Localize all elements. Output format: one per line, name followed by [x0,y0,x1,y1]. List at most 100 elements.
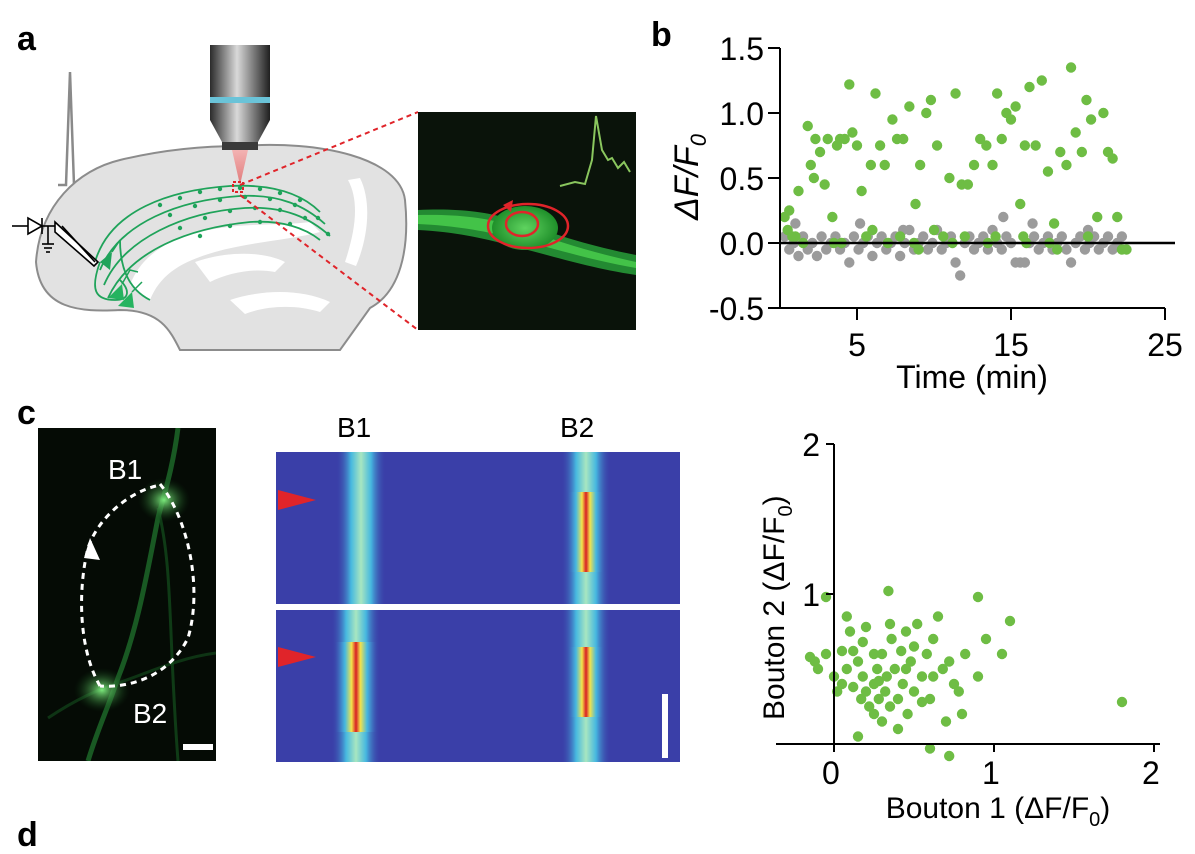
b-x-label: Time (min) [896,359,1048,395]
patch-electrode [12,216,100,268]
b-point-green-20 [865,159,877,171]
b-point-gray-25 [894,250,906,262]
b-point-green-62 [1092,211,1103,223]
b-point-green-25 [887,114,898,125]
c-point-64 [1116,696,1128,708]
b-ytick-label-4: -0.5 [709,291,764,327]
c-point-48 [960,648,971,660]
c-xtick-label-2: 2 [1142,755,1160,791]
c-point-65 [972,671,984,682]
stimulus-arrow-top [278,490,316,510]
c-point-62 [892,723,904,735]
image-label-b2: B2 [133,698,168,729]
b-point-green-69 [790,231,801,242]
b-point-gray-75 [790,218,801,229]
b-point-green-33 [931,140,943,151]
c-point-31 [900,626,912,637]
c-point-11 [852,656,864,667]
b-point-gray-8 [816,231,827,242]
c-x-label: Bouton 1 (ΔF/F0) [886,792,1111,831]
b-point-green-61 [1085,114,1097,125]
c-point-52 [1004,615,1016,627]
c-point-19 [873,693,884,705]
b-point-green-27 [898,133,909,145]
b-point-green-58 [1070,127,1081,138]
b-point-green-38 [962,179,974,190]
c-point-20 [876,648,888,660]
b-point-gray-52 [1019,257,1031,268]
b-point-green-83 [1018,231,1029,242]
c-point-45 [948,678,960,690]
c-point-28 [892,693,904,705]
c-point-18 [872,663,883,675]
b-point-gray-64 [1075,231,1086,242]
b-point-gray-54 [1028,231,1040,242]
b-point-green-81 [1121,244,1132,255]
b-point-green-21 [870,88,881,99]
b-point-green-28 [904,101,915,112]
c-point-24 [883,585,894,597]
b-point-green-44 [996,133,1007,145]
b-point-green-73 [894,231,906,242]
b-point-gray-77 [1027,218,1038,229]
b-point-green-48 [1015,198,1026,210]
panel-a-schematic [12,45,636,351]
b-point-gray-62 [1065,257,1077,268]
b-point-green-80 [1082,231,1094,242]
b-point-green-63 [1098,107,1109,119]
b-ytick-label-3: 0.0 [720,226,764,262]
c-point-53 [852,731,864,742]
b-point-gray-61 [1061,244,1072,255]
panel-b-letter: b [651,16,672,54]
c-point-32 [902,708,913,720]
neuron-1 [100,252,112,270]
c-point-58 [884,618,896,630]
b-ytick-label-2: 0.5 [720,161,764,197]
kymo-label-b1: B1 [337,412,372,443]
b-point-green-22 [874,140,886,151]
b-point-green-47 [1010,101,1021,112]
b-point-green-53 [1042,166,1054,177]
image-label-b1: B1 [108,454,143,485]
b-point-green-65 [1107,153,1118,164]
c-point-27 [889,663,900,675]
c-point-3 [820,648,832,660]
b-point-green-36 [950,88,961,99]
b-point-green-9 [819,179,830,190]
c-point-22 [880,686,891,697]
c-point-17 [868,708,880,720]
b-point-green-19 [861,231,872,242]
c-point-49 [972,591,984,603]
kymograph-top [276,452,680,604]
c-x-label-close: ) [1100,792,1110,825]
b-point-gray-38 [954,270,966,281]
panel-c-letter: c [17,394,36,432]
c-point-15 [864,701,875,712]
c-point-7 [836,678,848,690]
b-point-green-59 [1076,146,1088,158]
c-x-label-main: Bouton 1 (ΔF/F [886,792,1089,825]
b-xtick-label-0: 5 [848,327,866,363]
c-y-label-close: ) [758,495,791,505]
bouton-zoom-image [418,112,636,330]
b-point-green-11 [827,211,838,223]
b-point-green-6 [805,159,816,171]
b-point-green-39 [968,159,980,171]
c-point-67 [873,675,884,687]
b-point-gray-70 [1102,231,1114,242]
c-point-10 [848,645,859,657]
c-xtick-label-0: 0 [822,755,840,791]
b-point-gray-3 [793,250,804,262]
b-point-green-60 [1081,94,1092,106]
b-xtick-label-1: 15 [993,327,1029,363]
c-point-33 [905,656,916,667]
b-y-label-main: ΔF/F [668,144,706,221]
c-point-38 [921,648,932,660]
b-point-green-41 [981,140,992,151]
scale-bar [662,694,668,758]
panel-d-letter: d [17,816,38,854]
c-point-4 [812,663,824,675]
b-point-green-34 [938,231,949,242]
b-point-gray-47 [996,244,1007,255]
c-x-label-sub: 0 [1089,809,1100,831]
